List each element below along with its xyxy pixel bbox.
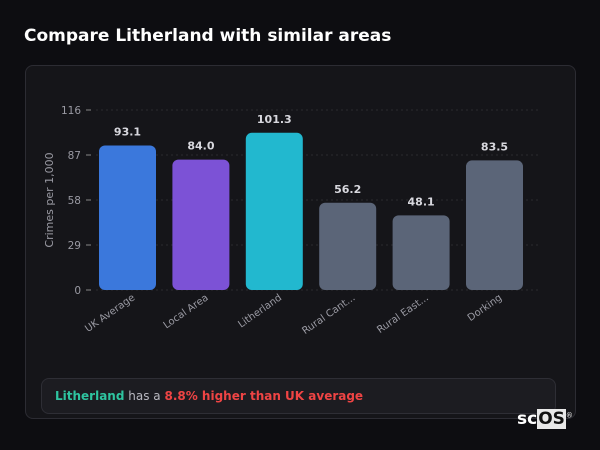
- bar-value-label: 101.3: [257, 113, 292, 126]
- bar[interactable]: [392, 215, 450, 290]
- y-tick-label: 29: [68, 240, 81, 252]
- y-tick-label: 0: [74, 285, 81, 297]
- y-axis-label: Crimes per 1,000: [43, 152, 56, 247]
- bar-value-label: 56.2: [334, 183, 361, 196]
- bar-value-label: 93.1: [114, 126, 141, 139]
- bar[interactable]: [245, 132, 303, 290]
- y-tick-label: 116: [61, 105, 81, 117]
- page-title: Compare Litherland with similar areas: [24, 26, 392, 46]
- y-tick-label: 58: [68, 195, 81, 207]
- bar[interactable]: [172, 159, 230, 290]
- y-tick-label: 87: [68, 150, 81, 162]
- bar[interactable]: [319, 202, 377, 290]
- x-tick-label: Dorking: [466, 292, 504, 323]
- comparison-value: 8.8% higher than UK average: [164, 389, 364, 403]
- x-tick-label: UK Average: [83, 292, 137, 334]
- x-tick-label: Litherland: [236, 292, 284, 330]
- bar[interactable]: [99, 145, 156, 290]
- area-name: Litherland: [55, 389, 125, 403]
- bar-value-label: 84.0: [187, 140, 214, 153]
- scos-logo: scOS®: [517, 409, 573, 429]
- x-tick-label: Rural East...: [375, 292, 431, 336]
- bar[interactable]: [466, 160, 523, 290]
- x-tick-label: Local Area: [162, 292, 211, 331]
- bar-value-label: 83.5: [481, 140, 508, 153]
- comparison-summary: Litherland has a 8.8% higher than UK ave…: [41, 378, 556, 414]
- summary-text: has a: [124, 389, 165, 403]
- x-tick-label: Rural Cant...: [300, 292, 357, 337]
- bar-value-label: 48.1: [408, 195, 435, 208]
